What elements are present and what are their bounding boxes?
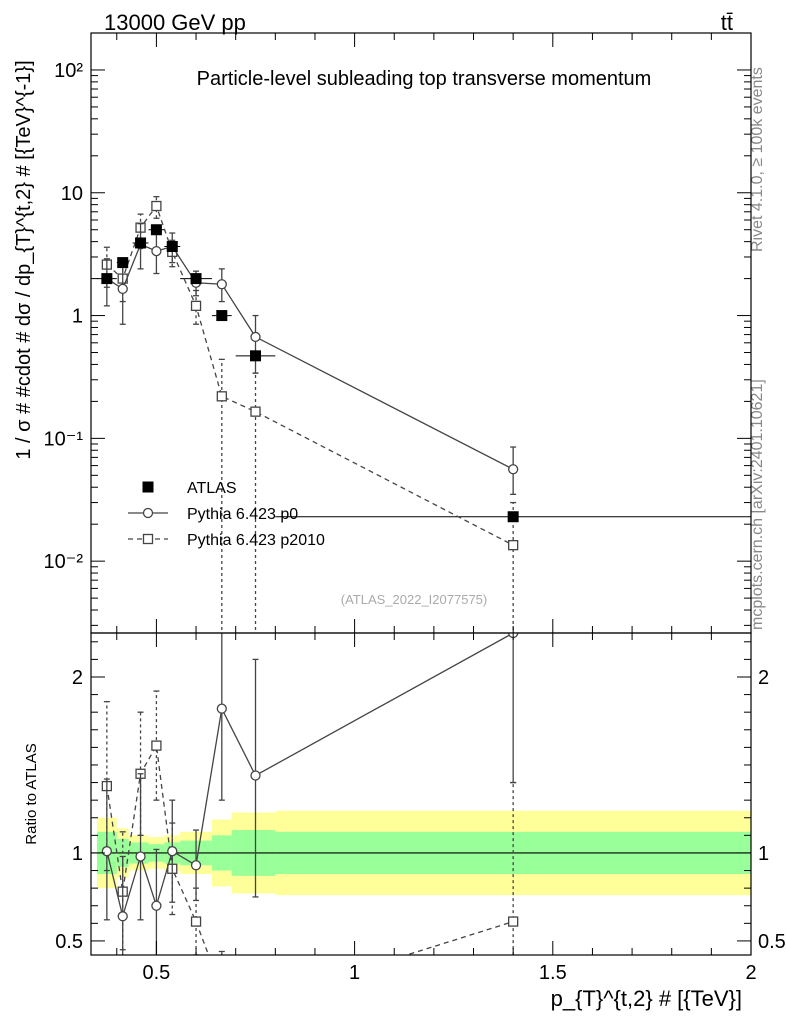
pythia-p2010-point	[216, 391, 227, 402]
legend-p0-marker	[142, 507, 154, 519]
ratio-pythia-p2010-point	[190, 916, 202, 927]
pythia-p2010-point	[190, 300, 202, 311]
ratio-pythia-p0-point	[117, 911, 128, 922]
ratio-pythia-p0-point	[250, 770, 261, 781]
mcplots-label: mcplots.cern.ch [arXiv:2401.10621]	[749, 379, 766, 630]
main-plot-content	[96, 195, 751, 633]
ratio-pythia-p2010-point	[217, 986, 226, 995]
ratio-y-axis-label: Ratio to ATLAS	[23, 743, 40, 844]
pythia-p2010-point	[250, 406, 261, 417]
pythia-p0-point	[151, 245, 162, 257]
atlas-point	[117, 257, 129, 269]
ratio-y-tick-label: 1	[72, 843, 83, 865]
main-y-tick-label: 10⁻¹	[44, 428, 84, 450]
x-tick-label: 0.5	[142, 962, 170, 984]
main-y-tick-label: 10	[61, 183, 83, 205]
ratio-uncertainty-bands	[91, 810, 751, 896]
x-tick-label: 2	[745, 962, 756, 984]
pythia-p0-point	[250, 331, 261, 343]
ratio-y-tick-label-right: 1	[758, 843, 769, 865]
ratio-pythia-p0-point	[151, 900, 162, 911]
legend-atlas-marker	[142, 481, 154, 493]
process-label: tt̄	[721, 10, 733, 35]
ratio-y-tick-label-right: 0.5	[758, 931, 786, 953]
main-panel: 10⁻² 10⁻¹ 1 10 10² Particle-level subleading…	[13, 32, 752, 634]
x-tick-label: 1	[349, 962, 360, 984]
pythia-p0-point	[117, 283, 128, 295]
energy-label: 13000 GeV pp	[104, 10, 246, 35]
ratio-pythia-p2010-point	[508, 916, 519, 927]
pythia-p2010-point	[508, 540, 519, 551]
atlas-point	[101, 273, 113, 285]
pythia-p0-point	[508, 464, 519, 475]
ratio-pythia-p2010-point	[251, 998, 260, 1007]
x-axis-label: p_{T}^{t,2} # [{TeV}]	[551, 986, 742, 1011]
main-y-tick-label: 10⁻²	[44, 551, 84, 573]
x-tick-label: 1.5	[539, 962, 567, 984]
atlas-point	[190, 273, 202, 285]
ratio-plot-content	[101, 633, 519, 1007]
pythia-p2010-point	[151, 200, 162, 212]
ratio-y-tick-label: 0.5	[55, 931, 83, 953]
atlas-point	[507, 511, 519, 523]
rivet-label: Rivet 4.1.0, ≥ 100k events	[749, 67, 766, 252]
atlas-point	[216, 310, 228, 322]
ratio-axis-ticks: 0.5 0.51 12 20.5 1 1.5 2	[55, 633, 786, 984]
atlas-point	[166, 241, 178, 253]
main-y-axis-label: 1 / σ # #cdot # dσ / dp_{T}^{t,2} # [{Te…	[13, 60, 35, 459]
legend-label-pythia-6-423-p0: Pythia 6.423 p0	[187, 506, 298, 523]
pythia-p2010-line	[106, 204, 514, 546]
legend: ATLAS Pythia 6.423 p0 Pythia 6.423 p2010	[128, 480, 325, 549]
ratio-frame	[90, 632, 752, 956]
ratio-pythia-p0-point	[101, 846, 113, 857]
ratio-pythia-p0-point	[135, 851, 146, 862]
atlas-point	[250, 350, 262, 362]
legend-label-atlas: ATLAS	[187, 480, 237, 497]
ratio-pythia-p0-point	[190, 860, 202, 871]
ratio-pythia-p2010-point	[151, 740, 162, 751]
chart-title: Particle-level subleading top transverse…	[197, 68, 652, 90]
ratio-panel: 0.5 0.51 12 20.5 1 1.5 2 Ratio to ATLAS	[23, 632, 786, 1007]
pythia-p0-point	[216, 279, 227, 290]
legend-p2010-marker	[142, 533, 154, 545]
ratio-y-tick-label-right: 2	[758, 667, 769, 689]
legend-label-pythia-6-423-p2010: Pythia 6.423 p2010	[187, 532, 325, 549]
atlas-point	[135, 237, 147, 249]
main-y-tick-label: 1	[72, 306, 83, 328]
ratio-pythia-p0-point	[216, 703, 227, 714]
ratio-pythia-p0-point	[167, 846, 178, 857]
main-y-ticks: 10⁻² 10⁻¹ 1 10 10²	[44, 32, 752, 633]
ratio-y-tick-label: 2	[72, 667, 83, 689]
atlas-point	[150, 224, 162, 236]
pythia-p0-line	[106, 243, 514, 470]
main-y-tick-label: 10²	[54, 60, 83, 82]
analysis-watermark: (ATLAS_2022_I2077575)	[341, 592, 487, 607]
